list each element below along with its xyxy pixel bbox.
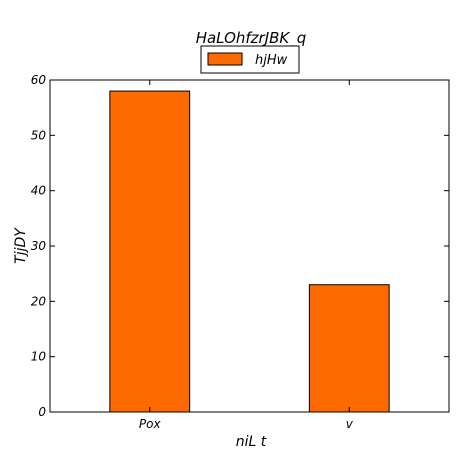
y-tick-label: 30 xyxy=(31,239,47,253)
y-tick-label: 10 xyxy=(31,350,47,364)
x-axis: Pox v xyxy=(139,80,354,431)
y-axis-label: TjjDY xyxy=(13,227,29,264)
x-tick-label: Pox xyxy=(139,417,162,431)
y-tick-label: 40 xyxy=(31,184,47,198)
legend-label: hjHw xyxy=(255,53,288,68)
legend: hjHw xyxy=(200,45,300,74)
legend-swatch xyxy=(207,52,243,66)
chart-title: HaLOhfzrJBK_q xyxy=(196,29,307,48)
y-tick-label: 20 xyxy=(31,294,47,308)
bar-Pox xyxy=(109,90,191,413)
y-tick-label: 0 xyxy=(38,405,46,419)
x-axis-label: niL t xyxy=(236,434,267,450)
bars xyxy=(109,90,390,413)
x-tick-label: v xyxy=(346,417,354,431)
bar-v xyxy=(308,284,390,413)
y-tick-label: 60 xyxy=(31,73,47,87)
y-axis: 0 10 20 30 40 50 60 xyxy=(31,73,449,419)
y-tick-label: 50 xyxy=(31,128,47,142)
